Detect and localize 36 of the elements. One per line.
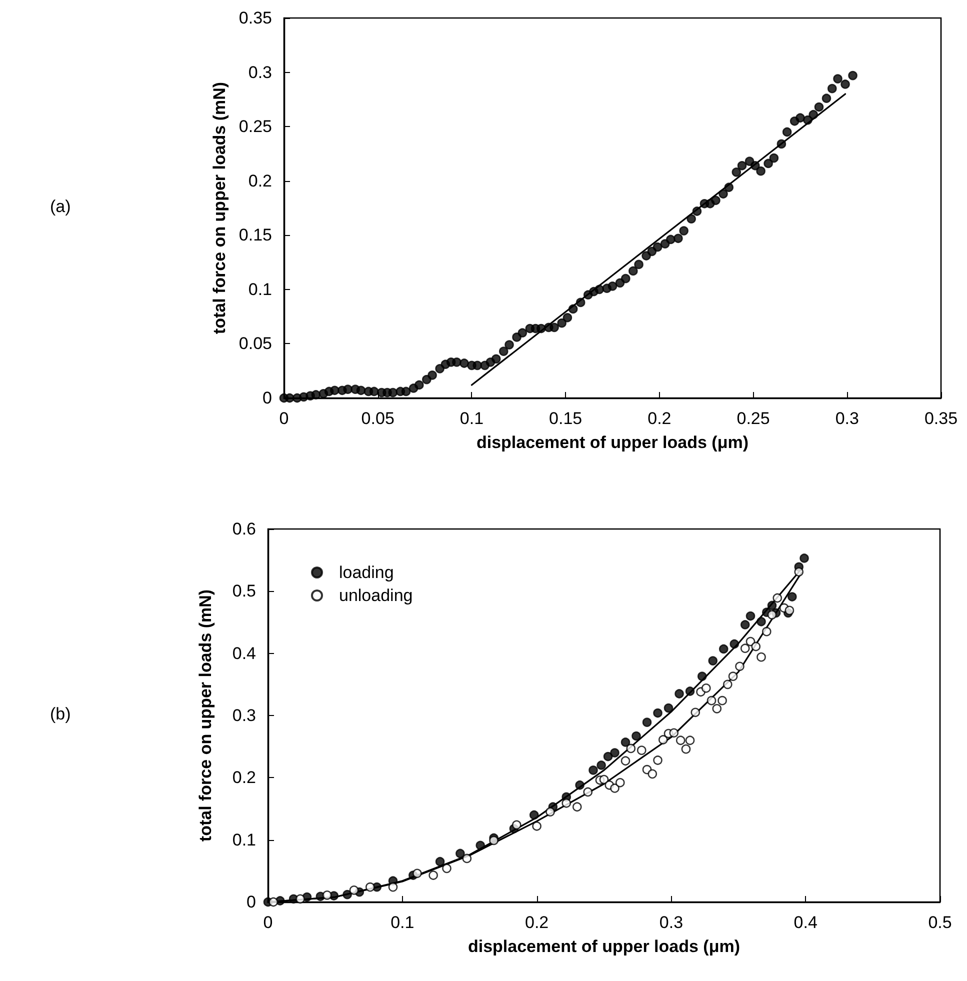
x-tick-label: 0.4 (794, 913, 818, 932)
y-tick-label: 0.2 (232, 768, 256, 788)
x-axis-title: displacement of upper loads (μm) (476, 433, 749, 452)
x-tick-label: 0.1 (460, 409, 484, 428)
x-tick-label: 0.05 (361, 409, 394, 428)
y-axis-title: total force on upper loads (mN) (196, 589, 215, 842)
x-tick-label: 0.3 (835, 409, 859, 428)
x-tick-label: 0.5 (928, 913, 952, 932)
y-tick-label: 0 (246, 892, 256, 912)
y-tick-label: 0.6 (232, 520, 256, 538)
x-tick-label: 0 (279, 409, 289, 428)
x-tick-label: 0.3 (659, 913, 684, 932)
legend-label: loading (339, 563, 394, 582)
x-tick-label: 0.25 (736, 409, 770, 428)
text: (a) (50, 197, 71, 216)
y-tick-label: 0.35 (238, 8, 272, 28)
y-tick-label: 0.3 (232, 706, 256, 725)
y-tick-label: 0.3 (248, 62, 272, 82)
y-tick-label: 0.25 (238, 117, 272, 136)
x-axis-title: displacement of upper loads (μm) (468, 937, 740, 956)
y-axis-title: total force on upper loads (mN) (210, 82, 230, 334)
x-tick-label: 0.35 (924, 409, 958, 428)
y-tick-label: 0.1 (232, 830, 256, 850)
text: (b) (50, 704, 71, 724)
x-tick-label: 0.2 (524, 913, 549, 932)
x-tick-label: 0.1 (390, 913, 414, 932)
y-tick-label: 0.5 (232, 582, 256, 601)
legend-label: unloading (339, 586, 413, 605)
x-tick-label: 0.15 (549, 409, 582, 428)
x-tick-label: 0.2 (648, 409, 672, 428)
y-tick-label: 0 (262, 388, 272, 408)
y-tick-label: 0.4 (232, 644, 256, 663)
y-tick-label: 0.05 (238, 334, 272, 354)
y-tick-label: 0.15 (238, 226, 272, 245)
y-tick-label: 0.2 (248, 171, 272, 190)
y-tick-label: 0.1 (248, 280, 272, 299)
